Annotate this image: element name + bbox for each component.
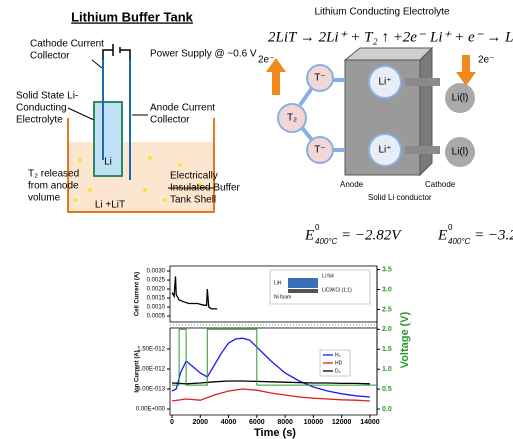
y2-tick-label: 2.5 xyxy=(382,306,392,313)
x-tick-label: 2000 xyxy=(192,419,208,426)
y-axis-label: Cell Current (A) xyxy=(135,272,141,316)
leader xyxy=(68,108,94,120)
conductor-side xyxy=(420,48,432,175)
y-tick-label: 5.00E-013 xyxy=(137,387,165,393)
label: Anode xyxy=(340,180,364,189)
x-tick-label: 8000 xyxy=(277,419,293,426)
y-tick-label: 1.00E-012 xyxy=(137,367,165,373)
y-tick-label: 0.0010 xyxy=(147,305,166,311)
label: Solid State Li- xyxy=(16,91,78,102)
legend-label: D₂ xyxy=(335,368,341,374)
y2-tick-label: 3.5 xyxy=(382,266,392,273)
label: Cathode xyxy=(425,180,456,189)
series-line xyxy=(172,276,217,309)
electron: 2e⁻ xyxy=(258,55,274,66)
inner-label: Li xyxy=(104,157,112,168)
label: Solid Li conductor xyxy=(368,193,432,202)
y2-tick-label: 1.5 xyxy=(382,346,392,353)
label: T₂ xyxy=(287,113,297,124)
inset-layer xyxy=(288,278,318,288)
label: Conducting xyxy=(16,103,67,114)
label: Li(l) xyxy=(452,147,469,158)
reaction: 2LiT → 2Li⁺ + T₂ ↑ +2e⁻ xyxy=(268,29,426,45)
electron: 2e⁻ xyxy=(478,55,494,66)
label: Electrolyte xyxy=(16,115,63,126)
y2-tick-label: 0.5 xyxy=(382,386,392,393)
inset-layer xyxy=(288,289,318,293)
title: Lithium Conducting Electrolyte xyxy=(314,7,450,18)
y-tick-label: 0.0030 xyxy=(147,269,166,275)
label: Electrically xyxy=(170,171,218,182)
y-tick-label: 0.0020 xyxy=(147,287,166,293)
sup: 0 xyxy=(315,223,320,232)
x-tick-label: 6000 xyxy=(249,419,265,426)
power-supply xyxy=(103,44,130,60)
chart: 0.0005 0.0010 0.0015 0.0020 0.0025 0.0030 Cell… xyxy=(135,266,411,439)
value: = −3.22V xyxy=(474,227,513,243)
sub: 400°C xyxy=(315,237,338,246)
x-tick-label: 4000 xyxy=(221,419,237,426)
y2-tick-label: 3.0 xyxy=(382,286,392,293)
sub: 400°C xyxy=(448,237,471,246)
inset-label: LiH xyxy=(274,280,282,286)
label: T⁻ xyxy=(314,145,325,156)
power-label: Power Supply @ ~0.6 V xyxy=(150,49,257,60)
label: Cathode Current xyxy=(30,39,104,50)
inset-label: Li foil xyxy=(322,273,334,279)
arrow xyxy=(456,55,476,86)
y2-axis-label: Voltage (V) xyxy=(399,311,411,368)
page: Lithium Buffer Tank Li Li +LiT Cathode C… xyxy=(0,0,513,439)
electrolyte-diagram: Lithium Conducting Electrolyte 2LiT → 2L… xyxy=(258,7,513,246)
y-tick-label: 0.0025 xyxy=(147,278,166,284)
melt-label: Li +LiT xyxy=(95,200,125,211)
leader xyxy=(92,60,102,68)
series-line xyxy=(172,381,370,384)
title: Lithium Buffer Tank xyxy=(71,9,194,24)
sup: 0 xyxy=(448,223,453,232)
legend-label: HD xyxy=(335,360,343,366)
value: = −2.82V xyxy=(341,227,402,243)
x-tick-label: 12000 xyxy=(332,419,352,426)
label: Li⁺ xyxy=(378,145,391,156)
conductor-top xyxy=(345,48,432,60)
label: from anode xyxy=(28,181,79,192)
y-axis-label: Ion Current (A) xyxy=(135,350,141,392)
y2-tick-label: 0.0 xyxy=(382,406,392,413)
inset-label: Ni foam xyxy=(274,294,291,300)
legend-label: H₂ xyxy=(335,352,341,358)
y2-tick-label: 1.0 xyxy=(382,366,392,373)
x-tick-label: 14000 xyxy=(360,419,380,426)
label: Li⁺ xyxy=(378,77,391,88)
label: Collector xyxy=(30,51,70,62)
label: Tank Shell xyxy=(170,195,216,206)
series-line xyxy=(172,389,370,401)
x-tick-label: 0 xyxy=(170,419,174,426)
y2-tick-label: 2.0 xyxy=(382,326,392,333)
label: Anode Current xyxy=(150,103,215,114)
symbol: E xyxy=(437,227,447,243)
label: T⁻ xyxy=(314,73,325,84)
reaction: Li⁺ + e⁻ → Li xyxy=(429,29,513,45)
x-tick-label: 10000 xyxy=(304,419,324,426)
inset-label: LiCl/KCl (1:1) xyxy=(322,287,352,293)
y-tick-label: 0.0015 xyxy=(147,296,166,302)
label: Collector xyxy=(150,115,190,126)
symbol: E xyxy=(304,227,314,243)
label: T₂ released xyxy=(28,169,79,180)
x-axis-label: Time (s) xyxy=(254,427,296,439)
y-tick-label: 0.00E+000 xyxy=(136,407,166,413)
y-tick-label: 1.50E-012 xyxy=(137,347,165,353)
label: Li(l) xyxy=(452,93,469,104)
buffer-tank-diagram: Lithium Buffer Tank Li Li +LiT Cathode C… xyxy=(16,9,257,212)
y-tick-label: 0.0005 xyxy=(147,314,166,320)
label: volume xyxy=(28,193,61,204)
